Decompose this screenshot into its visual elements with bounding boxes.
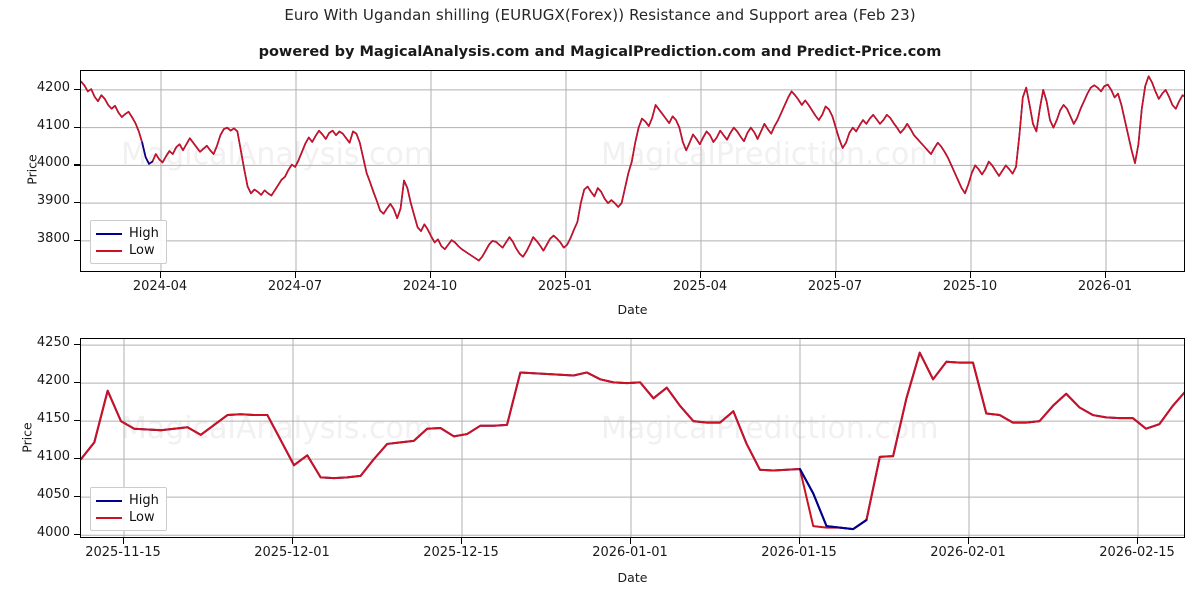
- legend-row-high: High: [96, 225, 159, 242]
- y-tick-label: 4050: [36, 487, 70, 503]
- legend-label-high-2: High: [129, 493, 159, 508]
- y-tick-mark: [74, 344, 80, 346]
- overview-legend: High Low: [90, 220, 167, 264]
- x-tick-label: 2024-04: [132, 279, 188, 294]
- x-tick-label: 2025-04: [672, 279, 728, 294]
- y-tick-mark: [74, 496, 80, 498]
- page-title: Euro With Ugandan shilling (EURUGX(Forex…: [284, 6, 916, 24]
- overview-plot-area[interactable]: MagicalAnalysis.com MagicalPrediction.co…: [80, 70, 1185, 272]
- x-tick-mark: [430, 272, 432, 278]
- x-tick-label: 2026-01-15: [761, 545, 837, 560]
- legend-row-high-2: High: [96, 492, 159, 509]
- x-tick-mark: [799, 538, 801, 544]
- y-tick-label: 4200: [36, 373, 70, 389]
- detail-x-axis-label: Date: [617, 570, 648, 585]
- y-tick-label: 4100: [36, 449, 70, 465]
- x-tick-mark: [630, 538, 632, 544]
- x-tick-label: 2026-02-01: [930, 545, 1006, 560]
- x-tick-mark: [1105, 272, 1107, 278]
- y-tick-mark: [74, 420, 80, 422]
- y-tick-mark: [74, 458, 80, 460]
- x-tick-mark: [292, 538, 294, 544]
- x-tick-label: 2026-02-15: [1099, 545, 1175, 560]
- y-tick-label: 4000: [36, 155, 70, 171]
- y-tick-label: 4250: [36, 335, 70, 351]
- y-tick-mark: [74, 202, 80, 204]
- y-tick-mark: [74, 534, 80, 536]
- detail-legend: High Low: [90, 487, 167, 531]
- x-tick-mark: [461, 538, 463, 544]
- x-tick-label: 2025-07: [807, 279, 863, 294]
- x-tick-mark: [835, 272, 837, 278]
- detail-y-axis-label: Price: [19, 422, 35, 453]
- y-tick-mark: [74, 88, 80, 91]
- x-tick-label: 2025-11-15: [85, 545, 161, 560]
- page-subtitle: powered by MagicalAnalysis.com and Magic…: [258, 44, 942, 60]
- y-tick-label: 4100: [36, 117, 70, 133]
- x-tick-mark: [1137, 538, 1139, 544]
- x-tick-mark: [123, 538, 125, 544]
- legend-label-low-2: Low: [129, 510, 155, 525]
- overview-x-axis-label: Date: [617, 302, 648, 317]
- legend-row-low-2: Low: [96, 509, 159, 526]
- x-tick-mark: [295, 272, 297, 278]
- x-tick-label: 2026-01: [1077, 279, 1133, 294]
- x-tick-mark: [160, 272, 162, 278]
- legend-swatch-low-2: [96, 516, 122, 519]
- x-tick-mark: [565, 272, 567, 278]
- legend-swatch-high-2: [96, 499, 122, 502]
- legend-label-high: High: [129, 226, 159, 241]
- y-tick-label: 3800: [36, 230, 70, 246]
- y-tick-mark: [74, 164, 80, 166]
- x-tick-label: 2025-10: [942, 279, 998, 294]
- legend-row-low: Low: [96, 242, 159, 259]
- legend-label-low: Low: [129, 243, 155, 258]
- y-tick-mark: [74, 126, 80, 128]
- legend-swatch-high: [96, 232, 122, 235]
- y-tick-label: 4200: [36, 79, 70, 95]
- x-tick-label: 2026-01-01: [592, 545, 668, 560]
- x-tick-mark: [700, 272, 702, 278]
- detail-plot-area[interactable]: MagicalAnalysis.com MagicalPrediction.co…: [80, 338, 1185, 538]
- x-tick-label: 2025-12-15: [423, 545, 499, 560]
- y-tick-mark: [74, 239, 80, 242]
- x-tick-label: 2024-07: [267, 279, 323, 294]
- y-tick-mark: [74, 382, 80, 384]
- x-tick-mark: [970, 272, 972, 278]
- x-tick-mark: [968, 538, 970, 544]
- y-tick-label: 4150: [36, 411, 70, 427]
- x-tick-label: 2025-01: [537, 279, 593, 294]
- y-tick-label: 4000: [36, 525, 70, 541]
- legend-swatch-low: [96, 249, 122, 252]
- x-tick-label: 2025-12-01: [254, 545, 330, 560]
- x-tick-label: 2024-10: [402, 279, 458, 294]
- y-tick-label: 3900: [36, 193, 70, 209]
